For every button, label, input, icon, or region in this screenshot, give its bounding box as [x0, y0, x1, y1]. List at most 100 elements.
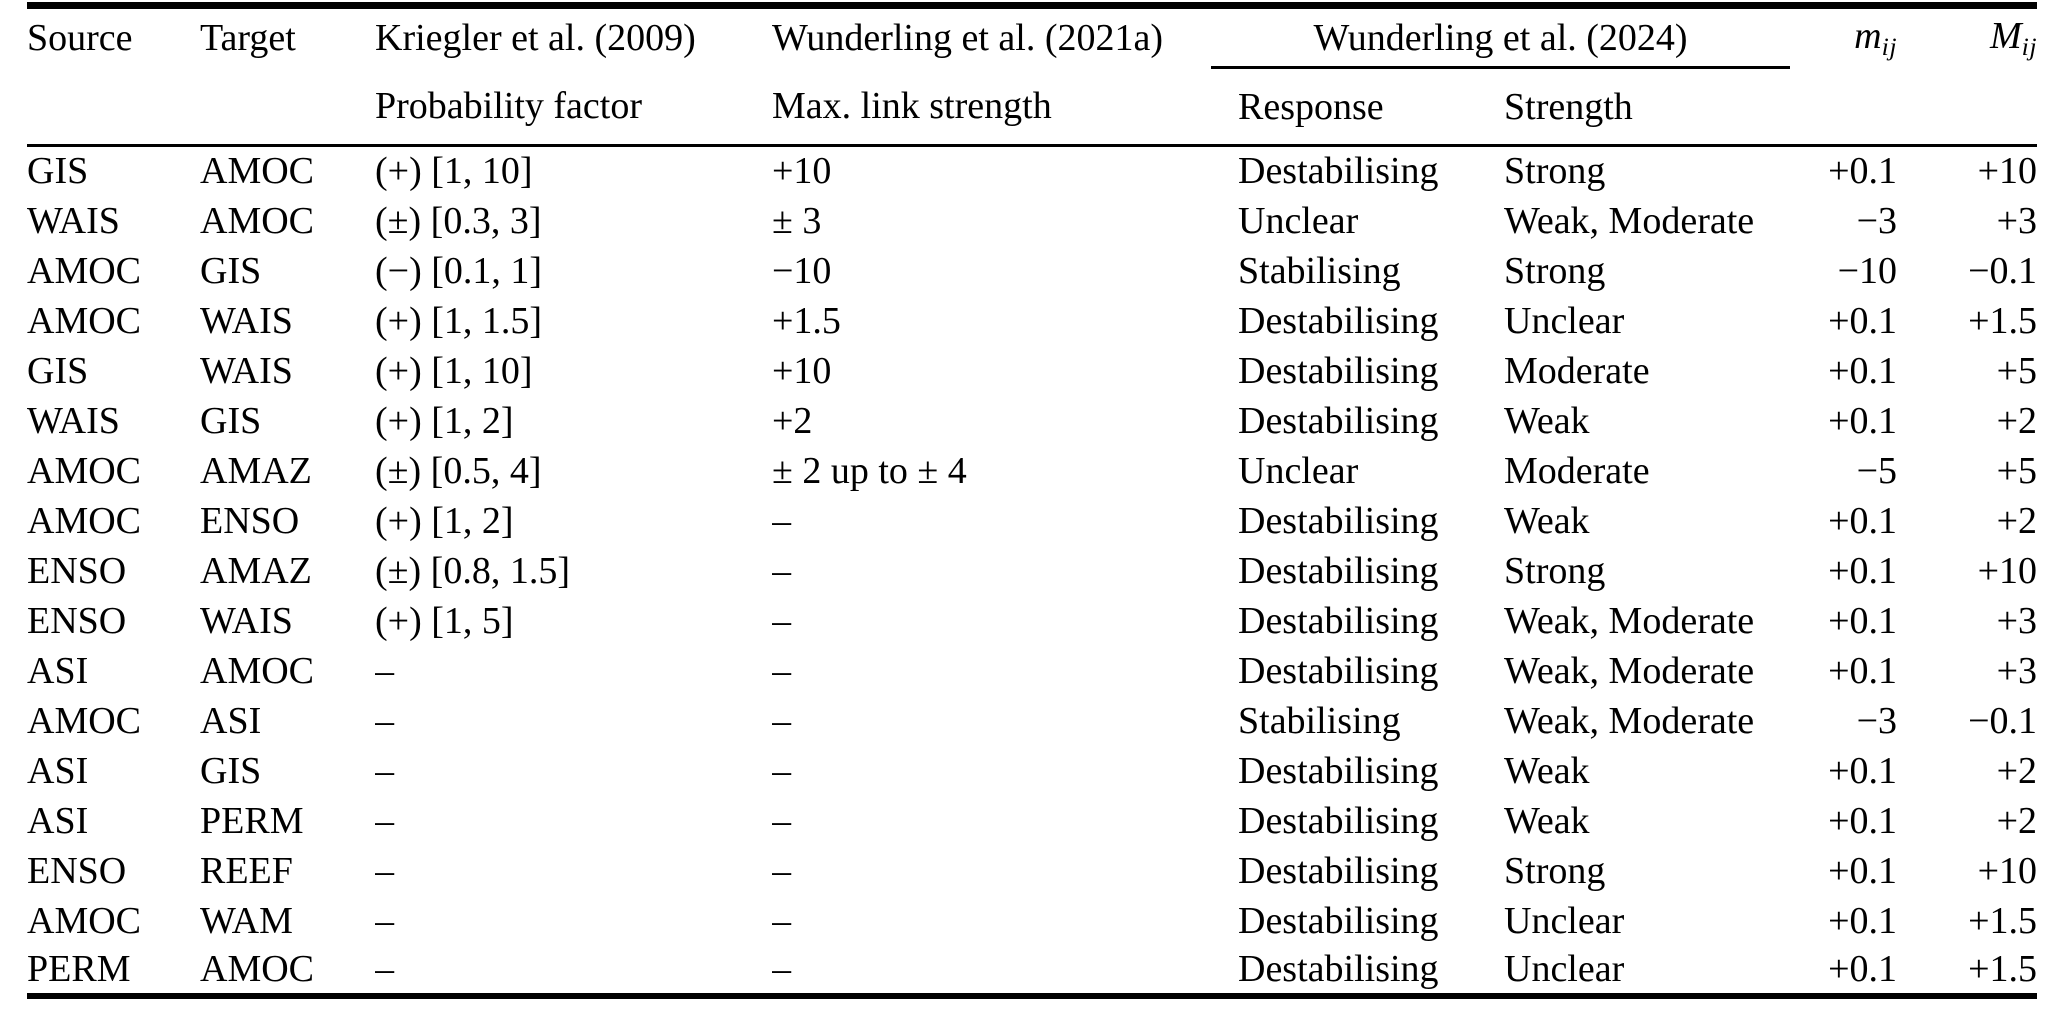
M-ij-symbol: M: [1989, 15, 2022, 58]
cell-max-link-strength: –: [772, 899, 791, 942]
cell-kriegler-probability-factor: (+) [1, 5]: [375, 599, 514, 642]
cell-M-ij: −0.1: [1968, 249, 2038, 292]
cell-strength: Weak: [1504, 749, 1590, 792]
cell-response: Destabilising: [1238, 299, 1439, 342]
table-row: AMOC WAM – – Destabilising Unclear +0.1 …: [27, 896, 2037, 946]
cell-target: AMAZ: [200, 449, 312, 492]
cell-target: GIS: [200, 399, 262, 442]
header-row-sub: Probability factor Max. link strength Re…: [27, 68, 2037, 146]
cell-strength: Weak: [1504, 799, 1590, 842]
cell-m-ij: +0.1: [1828, 899, 1898, 942]
cell-m-ij: +0.1: [1828, 499, 1898, 542]
cell-target: GIS: [200, 749, 262, 792]
cell-kriegler-probability-factor: –: [375, 799, 394, 842]
table-row: ENSO AMAZ (±) [0.8, 1.5] – Destabilising…: [27, 546, 2037, 596]
cell-target: PERM: [200, 799, 304, 842]
cell-response: Destabilising: [1238, 749, 1439, 792]
cell-M-ij: +2: [1996, 399, 2038, 442]
table-body: GIS AMOC (+) [1, 10] +10 Destabilising S…: [27, 146, 2037, 996]
cell-m-ij: +0.1: [1828, 649, 1898, 692]
table-row: PERM AMOC – – Destabilising Unclear +0.1…: [27, 946, 2037, 996]
cell-M-ij: +2: [1996, 799, 2038, 842]
header-kriegler-2009: Kriegler et al. (2009): [375, 17, 696, 60]
cell-target: WAM: [200, 899, 293, 942]
header-strength: Strength: [1504, 85, 1633, 128]
cell-source: ASI: [27, 799, 89, 842]
header-source: Source: [27, 17, 133, 60]
cell-response: Stabilising: [1238, 249, 1401, 292]
cell-target: AMOC: [200, 150, 315, 193]
cell-response: Destabilising: [1238, 399, 1439, 442]
header-M-ij: Mij: [1897, 6, 2037, 68]
cell-max-link-strength: +10: [772, 349, 832, 392]
table-row: AMOC ASI – – Stabilising Weak, Moderate …: [27, 696, 2037, 746]
cell-max-link-strength: –: [772, 599, 791, 642]
cell-source: AMOC: [27, 249, 142, 292]
cell-m-ij: +0.1: [1828, 749, 1898, 792]
cell-M-ij: +2: [1996, 499, 2038, 542]
cell-kriegler-probability-factor: –: [375, 749, 394, 792]
table-row: AMOC AMAZ (±) [0.5, 4] ± 2 up to ± 4 Unc…: [27, 446, 2037, 496]
cell-m-ij: +0.1: [1828, 849, 1898, 892]
cell-kriegler-probability-factor: (±) [0.8, 1.5]: [375, 549, 570, 592]
cell-response: Stabilising: [1238, 699, 1401, 742]
cell-strength: Strong: [1504, 249, 1606, 292]
table-row: ASI PERM – – Destabilising Weak +0.1 +2: [27, 796, 2037, 846]
cell-m-ij: −3: [1856, 699, 1898, 742]
cell-m-ij: −3: [1856, 199, 1898, 242]
cell-strength: Unclear: [1504, 299, 1625, 342]
cell-max-link-strength: –: [772, 499, 791, 542]
cell-max-link-strength: –: [772, 799, 791, 842]
header-target-spacer: [200, 68, 375, 146]
cell-strength: Weak: [1504, 499, 1590, 542]
cell-m-ij: +0.1: [1828, 399, 1898, 442]
cell-M-ij: +10: [1977, 849, 2038, 892]
cell-M-ij: +3: [1996, 599, 2038, 642]
cell-source: ASI: [27, 749, 89, 792]
cell-kriegler-probability-factor: –: [375, 699, 394, 742]
cell-source: WAIS: [27, 399, 120, 442]
table-row: ASI GIS – – Destabilising Weak +0.1 +2: [27, 746, 2037, 796]
cell-max-link-strength: –: [772, 699, 791, 742]
cell-m-ij: +0.1: [1828, 349, 1898, 392]
table-row: AMOC ENSO (+) [1, 2] – Destabilising Wea…: [27, 496, 2037, 546]
cell-source: AMOC: [27, 699, 142, 742]
cell-M-ij: +5: [1996, 349, 2038, 392]
cell-response: Destabilising: [1238, 349, 1439, 392]
cell-source: AMOC: [27, 499, 142, 542]
cell-kriegler-probability-factor: (+) [1, 2]: [375, 499, 514, 542]
cell-max-link-strength: −10: [772, 249, 832, 292]
cell-response: Destabilising: [1238, 649, 1439, 692]
cell-strength: Moderate: [1504, 449, 1650, 492]
cell-kriegler-probability-factor: (+) [1, 2]: [375, 399, 514, 442]
cell-source: WAIS: [27, 199, 120, 242]
cell-response: Unclear: [1238, 199, 1359, 242]
cell-M-ij: +5: [1996, 449, 2038, 492]
cell-target: WAIS: [200, 299, 293, 342]
cell-kriegler-probability-factor: (−) [0.1, 1]: [375, 249, 543, 292]
cell-m-ij: +0.1: [1828, 599, 1898, 642]
cell-target: AMAZ: [200, 549, 312, 592]
cell-response: Destabilising: [1238, 799, 1439, 842]
cell-kriegler-probability-factor: (+) [1, 1.5]: [375, 299, 543, 342]
cell-source: AMOC: [27, 299, 142, 342]
cell-kriegler-probability-factor: (+) [1, 10]: [375, 349, 533, 392]
cell-kriegler-probability-factor: –: [375, 849, 394, 892]
cell-max-link-strength: +1.5: [772, 299, 841, 342]
header-probability-factor: Probability factor: [375, 84, 642, 127]
header-wunderling-2024-group: Wunderling et al. (2024): [1211, 5, 1791, 69]
cell-max-link-strength: –: [772, 849, 791, 892]
table-row: GIS WAIS (+) [1, 10] +10 Destabilising M…: [27, 346, 2037, 396]
cell-response: Destabilising: [1238, 499, 1439, 542]
cell-response: Destabilising: [1238, 599, 1439, 642]
cell-max-link-strength: +10: [772, 150, 832, 193]
cell-kriegler-probability-factor: (±) [0.3, 3]: [375, 199, 542, 242]
cell-source: ASI: [27, 649, 89, 692]
table-row: WAIS AMOC (±) [0.3, 3] ± 3 Unclear Weak,…: [27, 196, 2037, 246]
header-target: Target: [200, 17, 296, 60]
table-header: Source Target Kriegler et al. (2009) Wun…: [27, 5, 2038, 146]
cell-M-ij: +2: [1996, 749, 2038, 792]
header-wunderling-2021a: Wunderling et al. (2021a): [772, 17, 1164, 60]
cell-M-ij: +10: [1977, 150, 2038, 193]
header-M-ij-spacer: [1897, 68, 2037, 146]
